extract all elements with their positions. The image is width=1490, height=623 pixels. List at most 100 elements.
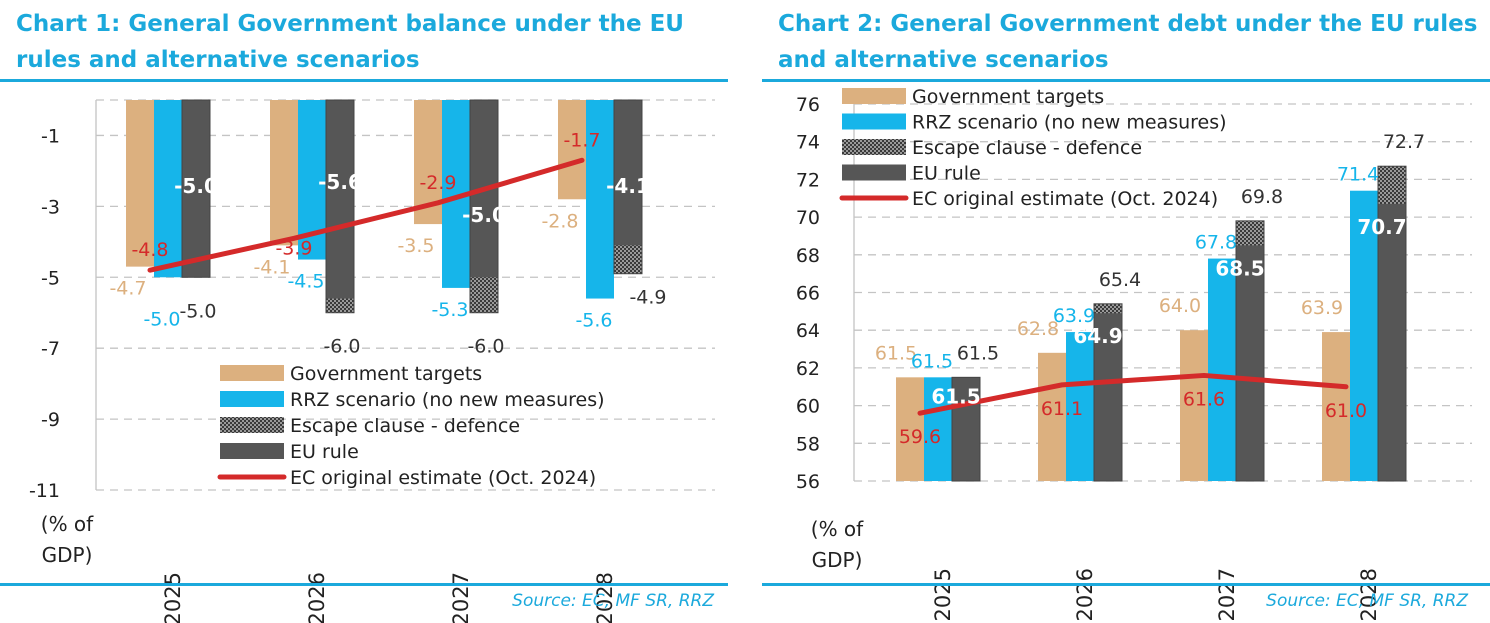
y-tick-label: -3	[41, 196, 60, 218]
label-eu-rule: 68.5	[1215, 256, 1264, 280]
bar-government-targets	[1322, 332, 1350, 481]
bar-escape-outline	[951, 376, 981, 482]
label-rrz-scenario: -5.6	[575, 310, 612, 332]
chart-2-title: Chart 2: General Government debt under t…	[778, 11, 1478, 73]
y-tick-label: 58	[796, 433, 820, 455]
legend-escape-clause-swatch	[220, 417, 284, 433]
bar-eu-rule	[1236, 245, 1264, 481]
label-ec-estimate: 61.1	[1041, 398, 1083, 420]
legend-eu-rule: EU rule	[290, 441, 359, 463]
x-category-label: 2026	[305, 572, 329, 623]
label-escape-clause: -4.9	[629, 287, 666, 309]
bar-government-targets	[1180, 330, 1208, 481]
label-ec-estimate: -4.8	[131, 239, 168, 261]
chart-1-bottom-rule	[0, 583, 728, 586]
label-government-targets: -4.7	[109, 278, 146, 300]
bar-escape-outline	[1093, 303, 1123, 482]
label-escape-clause: 69.8	[1241, 186, 1283, 208]
bar-escape-outline	[1235, 220, 1265, 482]
bar-rrz-scenario	[1208, 258, 1236, 481]
bar-eu-rule	[1378, 203, 1406, 481]
label-ec-estimate: 61.0	[1325, 400, 1367, 422]
label-rrz-scenario: -5.3	[431, 299, 468, 321]
unit-label-line-2: GDP)	[42, 543, 93, 567]
chart-2-bottom-rule	[762, 583, 1490, 586]
label-escape-clause: -6.0	[323, 336, 360, 358]
y-tick-label: -7	[41, 338, 60, 360]
y-tick-label: 72	[796, 169, 820, 191]
y-tick-label: 70	[796, 207, 820, 229]
label-ec-estimate: -2.9	[419, 172, 456, 194]
label-escape-clause: 72.7	[1383, 131, 1425, 153]
legend-eu-rule: EU rule	[912, 163, 981, 185]
bar-eu-rule	[326, 100, 354, 299]
bar-eu-rule	[614, 100, 642, 246]
y-tick-label: 64	[796, 320, 820, 342]
label-rrz-scenario: 67.8	[1195, 232, 1237, 254]
label-ec-estimate: 61.6	[1183, 388, 1225, 410]
y-tick-label: 62	[796, 358, 820, 380]
legend-eu-rule-swatch	[842, 164, 906, 181]
bar-eu-rule	[182, 100, 210, 278]
y-tick-label: 68	[796, 245, 820, 267]
bar-escape-outline	[613, 99, 643, 275]
y-tick-label: -11	[29, 480, 60, 502]
y-tick-label: 56	[796, 471, 820, 493]
bar-government-targets	[558, 100, 586, 200]
x-category-label: 2028	[593, 572, 617, 623]
label-eu-rule: -4.1	[606, 174, 650, 198]
x-category-label: 2027	[1215, 568, 1239, 621]
unit-label-line-1: (% of	[41, 512, 94, 536]
y-tick-label: -5	[41, 267, 60, 289]
label-rrz-scenario: 63.9	[1053, 305, 1095, 327]
label-escape-clause: -6.0	[467, 336, 504, 358]
label-government-targets: 61.5	[875, 342, 917, 364]
bar-rrz-scenario	[154, 100, 182, 278]
legend-escape-clause: Escape clause - defence	[912, 137, 1142, 159]
bar-government-targets	[126, 100, 154, 267]
y-tick-label: 74	[796, 132, 820, 154]
chart-1-top-rule	[0, 79, 728, 82]
unit-label-line-1: (% of	[811, 517, 864, 541]
chart-2-svg: 767472706866646260585661.561.561.561.559…	[796, 86, 1472, 621]
y-tick-label: 60	[796, 396, 820, 418]
chart-1-source: Source: EC, MF SR, RRZ	[512, 591, 714, 611]
ec-estimate-line	[917, 372, 1349, 416]
label-escape-clause: -5.0	[179, 300, 216, 322]
label-government-targets: -3.5	[397, 235, 434, 257]
label-rrz-scenario: 61.5	[911, 350, 953, 372]
bar-escape-outline	[181, 99, 211, 278]
label-government-targets: -4.1	[253, 256, 290, 278]
legend-ec-estimate: EC original estimate (Oct. 2024)	[290, 467, 596, 489]
bar-rrz-scenario	[1066, 332, 1094, 481]
legend-rrz-scenario: RRZ scenario (no new measures)	[912, 112, 1227, 134]
x-category-label: 2025	[931, 568, 955, 621]
label-eu-rule: 61.5	[931, 384, 980, 408]
legend-government-targets-swatch	[842, 88, 906, 104]
bar-government-targets	[1038, 352, 1066, 481]
label-escape-clause: 65.4	[1099, 269, 1141, 291]
legend-government-targets: Government targets	[290, 363, 482, 385]
y-tick-label: -9	[41, 409, 60, 431]
label-government-targets: 62.8	[1017, 318, 1059, 340]
label-ec-estimate: -3.9	[275, 237, 312, 259]
legend-rrz-scenario: RRZ scenario (no new measures)	[290, 389, 605, 411]
chart-1-svg: -1-3-5-7-9-11-4.7-5.0-5.0-5.0-4.8-4.1-4.…	[29, 99, 715, 623]
label-ec-estimate: -1.7	[563, 129, 600, 151]
bar-eu-rule	[952, 377, 980, 481]
label-rrz-scenario: 71.4	[1337, 164, 1379, 186]
chart-2-source: Source: EC, MF SR, RRZ	[1266, 591, 1468, 611]
bar-eu-rule	[1094, 313, 1122, 481]
label-eu-rule: 64.9	[1073, 324, 1122, 348]
x-category-label: 2026	[1073, 568, 1097, 621]
label-eu-rule: -5.0	[174, 174, 218, 198]
bar-escape-outline	[1377, 165, 1407, 482]
x-category-label: 2025	[161, 572, 185, 623]
ec-estimate-line	[147, 157, 585, 273]
legend-ec-estimate: EC original estimate (Oct. 2024)	[912, 188, 1218, 210]
label-escape-clause: 61.5	[957, 342, 999, 364]
label-eu-rule: -5.0	[462, 203, 506, 227]
y-tick-label: 66	[796, 283, 820, 305]
x-category-label: 2027	[449, 572, 473, 623]
legend-rrz-scenario-swatch	[220, 391, 284, 407]
